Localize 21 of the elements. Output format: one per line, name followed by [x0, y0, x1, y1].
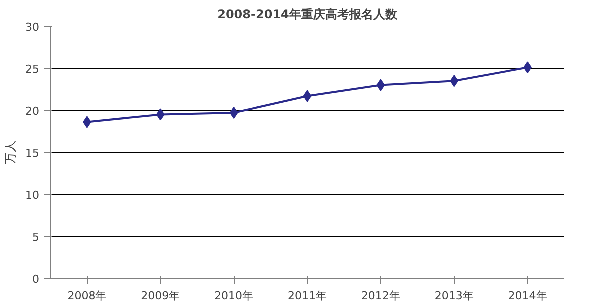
y-tick-label: 20: [26, 105, 40, 118]
y-tick-label: 30: [26, 21, 40, 34]
y-tick-label: 10: [26, 189, 40, 202]
y-tick-label: 25: [26, 63, 40, 76]
y-tick-label: 15: [26, 147, 40, 160]
y-axis-title: 万人: [4, 140, 18, 164]
point: [376, 79, 386, 92]
y-tick-label: 5: [32, 231, 40, 244]
x-tick-label: 2011年: [288, 290, 328, 302]
point: [303, 90, 312, 102]
x-tick-label: 2014年: [508, 290, 548, 302]
x-tick-label: 2008年: [68, 290, 107, 302]
x-tick-label: 2010年: [214, 290, 254, 302]
y-tick-label: 0: [32, 273, 40, 286]
point: [230, 107, 238, 120]
chart-title: 2008-2014年重庆高考报名人数: [218, 8, 398, 22]
point: [156, 108, 165, 121]
x-tick-label: 2009年: [141, 290, 180, 302]
point: [450, 75, 459, 88]
x-tick-label: 2013年: [434, 290, 474, 302]
x-tick-label: 2012年: [361, 290, 400, 302]
